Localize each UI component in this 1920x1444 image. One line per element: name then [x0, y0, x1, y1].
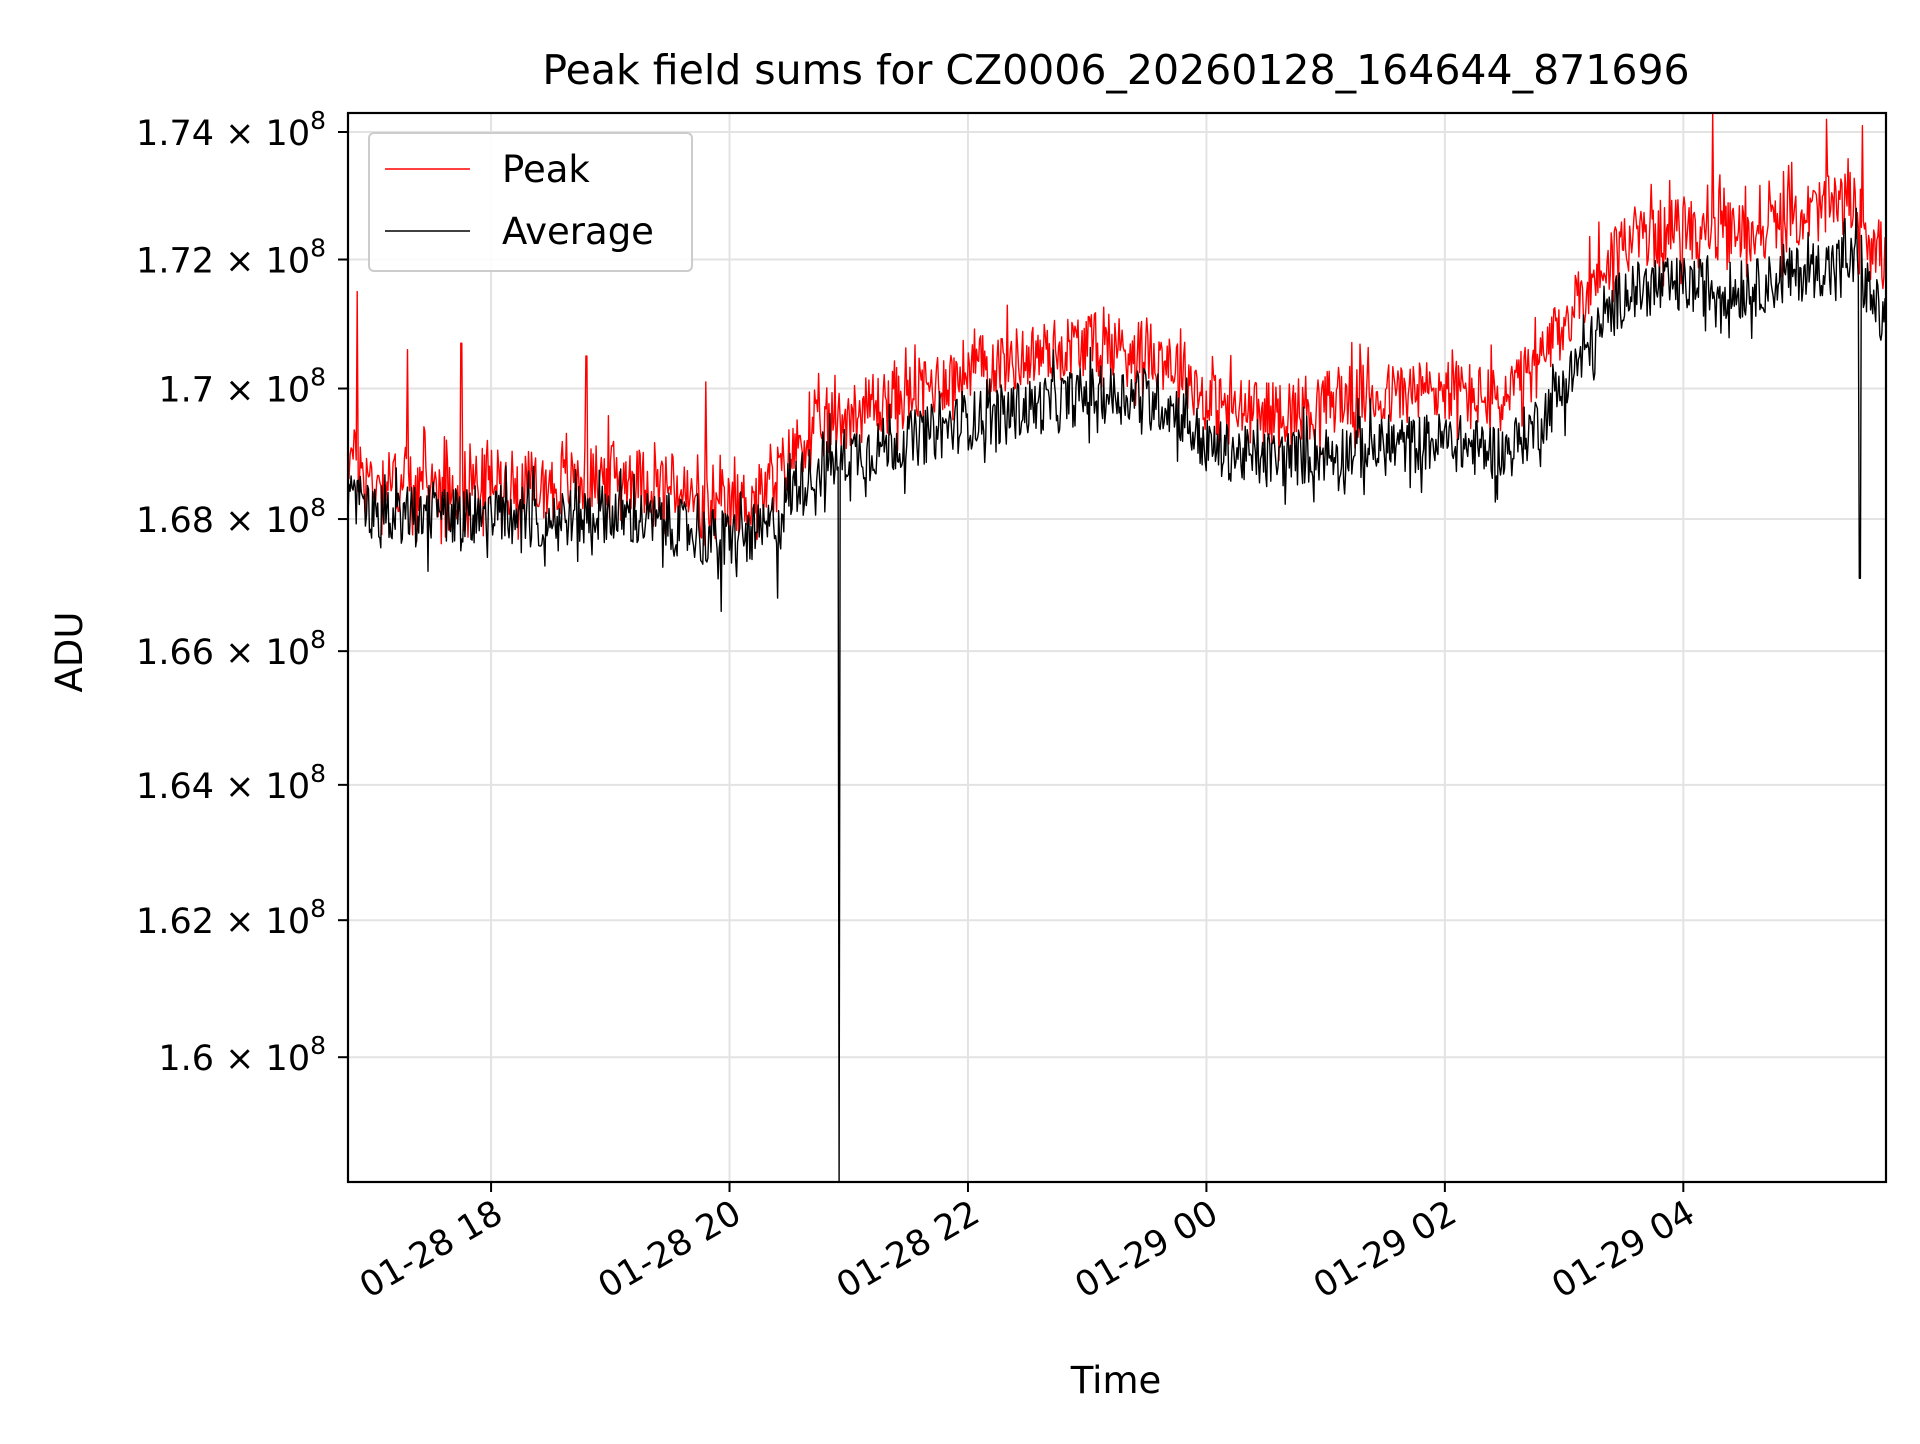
- y-tick-label: 1.64 × 108: [136, 759, 326, 807]
- legend-peak-label: Peak: [502, 148, 590, 191]
- y-tick-label: 1.74 × 108: [136, 106, 326, 154]
- plot-lines: [347, 112, 1887, 1183]
- chart-title: Peak field sums for CZ0006_20260128_1646…: [542, 46, 1689, 94]
- y-tick-label: 1.6 × 108: [158, 1031, 326, 1079]
- y-tick-label: 1.68 × 108: [136, 493, 326, 541]
- plot-frame: [346, 111, 1888, 1184]
- x-axis-label: Time: [1070, 1359, 1162, 1402]
- y-tick-label: 1.62 × 108: [136, 894, 326, 942]
- series-line-average: [347, 207, 1887, 1183]
- legend-average-label: Average: [502, 210, 654, 253]
- y-tick-label: 1.66 × 108: [136, 625, 326, 673]
- y-tick-label: 1.7 × 108: [158, 363, 326, 411]
- y-tick-label: 1.72 × 108: [136, 234, 326, 282]
- legend[interactable]: Peak Average: [368, 132, 693, 272]
- series-line-peak: [347, 112, 1887, 546]
- legend-box: [368, 132, 693, 272]
- y-axis-label: ADU: [48, 612, 91, 693]
